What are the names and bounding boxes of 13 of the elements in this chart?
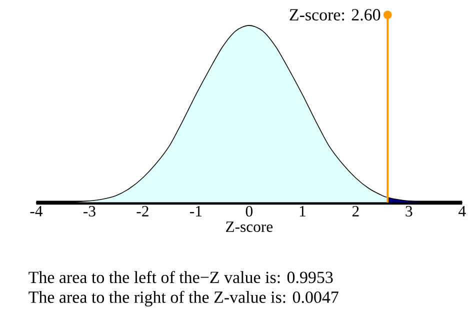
x-tick-label: 4: [458, 206, 466, 216]
ref-line-label: Z-score: 2.60: [290, 8, 380, 20]
x-tick-label: -3: [84, 206, 96, 216]
x-tick-label: -2: [136, 206, 148, 216]
x-tick-label: 0: [246, 206, 252, 216]
text: The area to the left of the−Z value is: 0.9953: [28, 270, 333, 284]
x-tick-label: -1: [190, 206, 202, 216]
x-tick-label: 1: [300, 206, 306, 216]
x-axis-title: Z-score: [226, 222, 273, 232]
x-tick-label: -4: [30, 206, 43, 216]
text: The area to the right of the Z-value is: 0.0047: [28, 290, 338, 306]
x-tick-label: 3: [406, 206, 412, 216]
x-tick-label: 2: [352, 206, 359, 216]
